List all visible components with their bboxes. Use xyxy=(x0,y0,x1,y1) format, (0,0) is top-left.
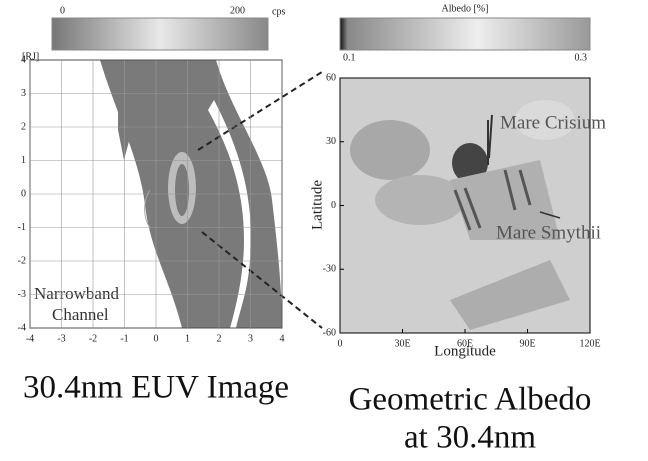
y-tick-label: 4 xyxy=(21,54,26,65)
y-tick-label: 30 xyxy=(326,136,336,147)
annotation: Channel xyxy=(52,305,109,324)
y-tick-label: -3 xyxy=(18,289,26,300)
y-tick-label: -1 xyxy=(18,222,26,233)
annotation: Mare Crisium xyxy=(500,112,606,133)
y-tick-label: -30 xyxy=(323,264,336,275)
y-tick-label: 1 xyxy=(21,155,26,166)
y-tick-label: 0 xyxy=(331,200,336,211)
x-tick-label: -4 xyxy=(26,333,34,344)
caption: at 30.4nm xyxy=(404,420,536,456)
x-tick-label: 0 xyxy=(338,338,343,349)
y-tick-label: 60 xyxy=(326,72,336,83)
colorbar xyxy=(340,18,590,50)
y-axis-label: Latitude xyxy=(309,180,325,230)
x-tick-label: 2 xyxy=(217,333,222,344)
caption: Geometric Albedo xyxy=(349,382,592,418)
colorbar-label: Albedo [%] xyxy=(442,3,489,14)
x-tick-label: 3 xyxy=(248,333,253,344)
y-tick-label: -4 xyxy=(18,322,26,333)
caption: 30.4nm EUV Image xyxy=(23,370,289,406)
x-tick-label: 120E xyxy=(579,338,600,349)
colorbar xyxy=(52,18,268,50)
y-tick-label: -2 xyxy=(18,255,26,266)
colorbar-tick-label: 0 xyxy=(60,5,65,16)
colorbar-unit: cps xyxy=(272,6,285,17)
y-tick-label: 3 xyxy=(21,88,26,99)
y-tick-label: 0 xyxy=(21,188,26,199)
x-tick-label: -1 xyxy=(120,333,128,344)
x-tick-label: 4 xyxy=(280,333,285,344)
colorbar-tick-label: 0.3 xyxy=(575,52,588,63)
x-tick-label: 0 xyxy=(154,333,159,344)
figure: cps Albedo [%] [RJ] Narrowband Channel M… xyxy=(0,0,648,461)
annotation: Narrowband xyxy=(34,284,119,303)
colorbar-tick-label: 200 xyxy=(230,5,245,16)
x-tick-label: -2 xyxy=(89,333,97,344)
x-tick-label: 1 xyxy=(185,333,190,344)
x-tick-label: 60E xyxy=(457,338,473,349)
y-tick-label: 2 xyxy=(21,121,26,132)
x-tick-label: -3 xyxy=(57,333,65,344)
colorbar-tick-label: 0.1 xyxy=(343,52,356,63)
annotation: Mare Smythii xyxy=(496,222,601,243)
y-tick-label: -60 xyxy=(323,327,336,338)
x-tick-label: 30E xyxy=(394,338,410,349)
x-tick-label: 90E xyxy=(519,338,535,349)
